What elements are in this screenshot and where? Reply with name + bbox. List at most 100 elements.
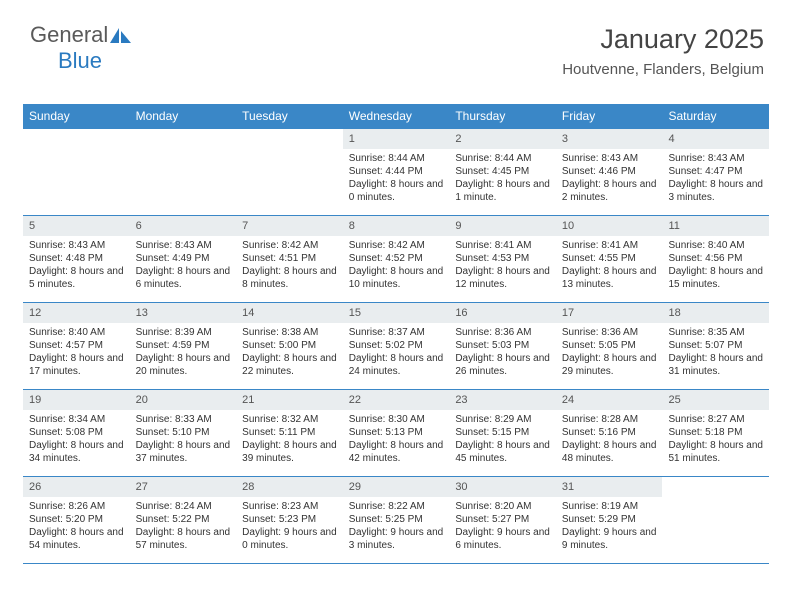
day-cell: 10 Sunrise: 8:41 AMSunset: 4:55 PMDayligh… — [556, 216, 663, 302]
day-number: 15 — [343, 303, 450, 323]
sunset-line: Sunset: 4:59 PM — [136, 339, 231, 352]
week-row: 26Sunrise: 8:26 AMSunset: 5:20 PMDayligh… — [23, 477, 769, 564]
daylight-line: Daylight: 8 hours and 24 minutes. — [349, 352, 444, 378]
day-cell: 5Sunrise: 8:43 AMSunset: 4:48 PMDaylight… — [23, 216, 130, 302]
day-number: 31 — [556, 477, 663, 497]
day-number: 8 — [343, 216, 450, 236]
day-cell: 6Sunrise: 8:43 AMSunset: 4:49 PMDaylight… — [130, 216, 237, 302]
day-cell: . — [130, 129, 237, 215]
day-cell: 28Sunrise: 8:23 AMSunset: 5:23 PMDayligh… — [236, 477, 343, 563]
day-number: 10 — [556, 216, 663, 236]
day-cell: 12Sunrise: 8:40 AMSunset: 4:57 PMDayligh… — [23, 303, 130, 389]
day-cell: 30 Sunrise: 8:20 AMSunset: 5:27 PMDayligh… — [449, 477, 556, 563]
sunset-line: Sunset: 5:29 PM — [562, 513, 657, 526]
daylight-line: Daylight: 8 hours and 39 minutes. — [242, 439, 337, 465]
day-number: 13 — [130, 303, 237, 323]
daylight-line: Daylight: 8 hours and 54 minutes. — [29, 526, 124, 552]
day-info: Sunrise: 8:43 AMSunset: 4:49 PMDaylight:… — [130, 239, 237, 297]
sunset-line: Sunset: 4:49 PM — [136, 252, 231, 265]
daylight-line: Daylight: 8 hours and 10 minutes. — [349, 265, 444, 291]
sunrise-line: Sunrise: 8:43 AM — [562, 152, 657, 165]
sunrise-line: Sunrise: 8:23 AM — [242, 500, 337, 513]
daylight-line: Daylight: 8 hours and 0 minutes. — [349, 178, 444, 204]
sunrise-line: Sunrise: 8:19 AM — [562, 500, 657, 513]
sunset-line: Sunset: 4:44 PM — [349, 165, 444, 178]
day-info: Sunrise: 8:37 AMSunset: 5:02 PMDaylight:… — [343, 326, 450, 384]
daylight-line: Daylight: 8 hours and 37 minutes. — [136, 439, 231, 465]
sunset-line: Sunset: 5:13 PM — [349, 426, 444, 439]
sunset-line: Sunset: 5:03 PM — [455, 339, 550, 352]
day-cell: 23Sunrise: 8:29 AMSunset: 5:15 PMDayligh… — [449, 390, 556, 476]
day-number: 5 — [23, 216, 130, 236]
day-number: 1 — [343, 129, 450, 149]
sunset-line: Sunset: 5:27 PM — [455, 513, 550, 526]
day-info: Sunrise: 8:32 AMSunset: 5:11 PMDaylight:… — [236, 413, 343, 471]
sunrise-line: Sunrise: 8:42 AM — [242, 239, 337, 252]
sunrise-line: Sunrise: 8:44 AM — [349, 152, 444, 165]
day-info: Sunrise: 8:41 AMSunset: 4:53 PMDaylight:… — [449, 239, 556, 297]
week-row: 5Sunrise: 8:43 AMSunset: 4:48 PMDaylight… — [23, 216, 769, 303]
day-cell: 18Sunrise: 8:35 AMSunset: 5:07 PMDayligh… — [662, 303, 769, 389]
week-row: ...1Sunrise: 8:44 AMSunset: 4:44 PMDayli… — [23, 129, 769, 216]
sunset-line: Sunset: 5:16 PM — [562, 426, 657, 439]
day-number: 24 — [556, 390, 663, 410]
day-cell: 20 Sunrise: 8:33 AMSunset: 5:10 PMDayligh… — [130, 390, 237, 476]
daylight-line: Daylight: 8 hours and 12 minutes. — [455, 265, 550, 291]
sunrise-line: Sunrise: 8:33 AM — [136, 413, 231, 426]
brand-logo: General Blue — [30, 22, 132, 74]
sunset-line: Sunset: 5:20 PM — [29, 513, 124, 526]
daylight-line: Daylight: 8 hours and 29 minutes. — [562, 352, 657, 378]
day-number: 20 — [130, 390, 237, 410]
daylight-line: Daylight: 9 hours and 3 minutes. — [349, 526, 444, 552]
weekday-header: Tuesday — [236, 104, 343, 129]
day-info: Sunrise: 8:43 AMSunset: 4:46 PMDaylight:… — [556, 152, 663, 210]
daylight-line: Daylight: 8 hours and 57 minutes. — [136, 526, 231, 552]
sunset-line: Sunset: 5:08 PM — [29, 426, 124, 439]
day-info: Sunrise: 8:39 AMSunset: 4:59 PMDaylight:… — [130, 326, 237, 384]
daylight-line: Daylight: 8 hours and 15 minutes. — [668, 265, 763, 291]
weekday-header: Thursday — [449, 104, 556, 129]
sunset-line: Sunset: 4:51 PM — [242, 252, 337, 265]
day-number: 27 — [130, 477, 237, 497]
daylight-line: Daylight: 8 hours and 51 minutes. — [668, 439, 763, 465]
day-info: Sunrise: 8:27 AMSunset: 5:18 PMDaylight:… — [662, 413, 769, 471]
day-info: Sunrise: 8:20 AMSunset: 5:27 PMDaylight:… — [449, 500, 556, 558]
weekday-header: Friday — [556, 104, 663, 129]
day-info: Sunrise: 8:41 AMSunset: 4:55 PMDaylight:… — [556, 239, 663, 297]
weekday-header: Sunday — [23, 104, 130, 129]
day-cell: 13 Sunrise: 8:39 AMSunset: 4:59 PMDayligh… — [130, 303, 237, 389]
sunrise-line: Sunrise: 8:44 AM — [455, 152, 550, 165]
sunset-line: Sunset: 4:48 PM — [29, 252, 124, 265]
sunrise-line: Sunrise: 8:41 AM — [455, 239, 550, 252]
day-info: Sunrise: 8:34 AMSunset: 5:08 PMDaylight:… — [23, 413, 130, 471]
sunrise-line: Sunrise: 8:36 AM — [455, 326, 550, 339]
sunrise-line: Sunrise: 8:39 AM — [136, 326, 231, 339]
daylight-line: Daylight: 8 hours and 3 minutes. — [668, 178, 763, 204]
daylight-line: Daylight: 9 hours and 9 minutes. — [562, 526, 657, 552]
day-cell: 19Sunrise: 8:34 AMSunset: 5:08 PMDayligh… — [23, 390, 130, 476]
daylight-line: Daylight: 8 hours and 2 minutes. — [562, 178, 657, 204]
day-info: Sunrise: 8:42 AMSunset: 4:52 PMDaylight:… — [343, 239, 450, 297]
day-cell: 31 Sunrise: 8:19 AMSunset: 5:29 PMDayligh… — [556, 477, 663, 563]
sunrise-line: Sunrise: 8:40 AM — [29, 326, 124, 339]
daylight-line: Daylight: 8 hours and 8 minutes. — [242, 265, 337, 291]
sunset-line: Sunset: 5:02 PM — [349, 339, 444, 352]
weekday-header-row: SundayMondayTuesdayWednesdayThursdayFrid… — [23, 104, 769, 129]
day-cell: . — [23, 129, 130, 215]
sunset-line: Sunset: 5:00 PM — [242, 339, 337, 352]
day-cell: 3Sunrise: 8:43 AMSunset: 4:46 PMDaylight… — [556, 129, 663, 215]
sunrise-line: Sunrise: 8:27 AM — [668, 413, 763, 426]
day-info: Sunrise: 8:30 AMSunset: 5:13 PMDaylight:… — [343, 413, 450, 471]
sunrise-line: Sunrise: 8:32 AM — [242, 413, 337, 426]
sunrise-line: Sunrise: 8:34 AM — [29, 413, 124, 426]
daylight-line: Daylight: 8 hours and 1 minute. — [455, 178, 550, 204]
day-info: Sunrise: 8:28 AMSunset: 5:16 PMDaylight:… — [556, 413, 663, 471]
day-info: Sunrise: 8:19 AMSunset: 5:29 PMDaylight:… — [556, 500, 663, 558]
day-info: Sunrise: 8:33 AMSunset: 5:10 PMDaylight:… — [130, 413, 237, 471]
day-info: Sunrise: 8:42 AMSunset: 4:51 PMDaylight:… — [236, 239, 343, 297]
sunrise-line: Sunrise: 8:37 AM — [349, 326, 444, 339]
day-info: Sunrise: 8:26 AMSunset: 5:20 PMDaylight:… — [23, 500, 130, 558]
day-number: 30 — [449, 477, 556, 497]
day-number: 28 — [236, 477, 343, 497]
daylight-line: Daylight: 8 hours and 6 minutes. — [136, 265, 231, 291]
